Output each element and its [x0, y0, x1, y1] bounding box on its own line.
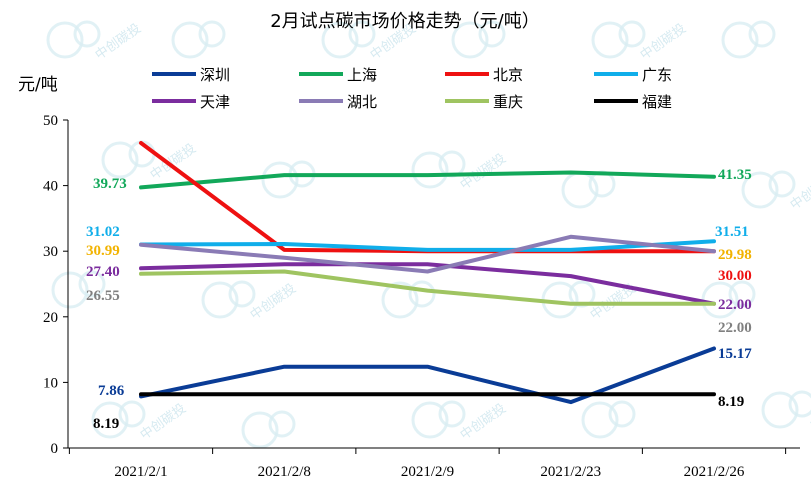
- x-tick-label: 2021/2/9: [401, 464, 454, 480]
- watermark-circle: [51, 271, 89, 309]
- legend-label: 上海: [347, 66, 377, 84]
- watermark-circle: [201, 281, 239, 319]
- watermark-circle: [321, 21, 359, 59]
- watermark-circle: [348, 20, 376, 48]
- watermark-text: 中创碳投: [247, 280, 299, 323]
- series-line: [139, 141, 716, 254]
- data-label: 22.00: [718, 297, 752, 313]
- watermark-circle: [261, 161, 299, 199]
- legend-label: 北京: [493, 66, 523, 84]
- x-tick-label: 2021/2/8: [258, 464, 311, 480]
- watermark-circle: [728, 280, 756, 308]
- series-lines: [139, 141, 716, 405]
- watermark-circle: [721, 21, 759, 59]
- y-tick-label: 10: [43, 375, 58, 391]
- series-line: [139, 170, 716, 190]
- watermark-circle: [101, 141, 139, 179]
- y-tick-label: 0: [51, 441, 59, 457]
- data-label: 22.00: [718, 320, 752, 336]
- y-tick-label: 20: [43, 310, 58, 326]
- series-line: [139, 346, 716, 405]
- y-tick-label: 40: [43, 179, 58, 195]
- watermark-circle: [451, 21, 489, 59]
- watermark-circle: [73, 20, 101, 48]
- data-label: 30.00: [718, 268, 752, 284]
- x-axis: 2021/2/1 2021/2/8 2021/2/9 2021/2/23 2021/2/…: [68, 447, 800, 480]
- watermark-text: 中创碳投: [137, 400, 189, 443]
- watermark-circle: [788, 390, 811, 418]
- data-label: 31.51: [715, 224, 749, 240]
- watermark-circle: [568, 280, 596, 308]
- watermark-circle: [198, 20, 226, 48]
- watermark-circle: [381, 281, 419, 319]
- data-label: 7.86: [98, 383, 125, 399]
- watermark-circle: [608, 400, 636, 428]
- chart-title: 2月试点碳市场价格走势（元/吨）: [270, 11, 540, 32]
- y-tick-label: 30: [43, 244, 58, 260]
- watermark-circle: [438, 400, 466, 428]
- legend-label: 天津: [200, 93, 230, 111]
- legend-label: 湖北: [347, 93, 377, 111]
- legend-label: 深圳: [200, 66, 230, 84]
- data-label: 8.19: [718, 394, 744, 410]
- y-axis-unit-label: 元/吨: [18, 75, 58, 95]
- legend-label: 广东: [642, 66, 672, 84]
- data-label: 15.17: [718, 346, 752, 362]
- watermark-circle: [408, 280, 436, 308]
- series-line: [139, 262, 716, 306]
- data-label: 39.73: [93, 176, 127, 192]
- watermark-circle: [46, 21, 84, 59]
- watermark-circle: [761, 391, 799, 429]
- watermark-text: 中创碳投: [637, 20, 689, 63]
- watermark-circle: [438, 150, 466, 178]
- watermark-circle: [228, 280, 256, 308]
- watermark-circle: [241, 411, 279, 449]
- watermark-text: 中创碳投: [457, 400, 509, 443]
- y-tick-label: 50: [43, 113, 58, 129]
- watermark-circle: [268, 410, 296, 438]
- x-tick-label: 2021/2/1: [114, 464, 167, 480]
- watermark-circle: [411, 151, 449, 189]
- watermark-circle: [91, 401, 129, 439]
- watermark-circle: [748, 20, 776, 48]
- watermark-circle: [118, 400, 146, 428]
- series-line: [139, 239, 716, 252]
- data-label: 29.98: [718, 247, 752, 263]
- watermark-circle: [618, 20, 646, 48]
- watermark-circle: [78, 270, 106, 298]
- data-label: 27.40: [86, 264, 120, 280]
- watermark-circle: [591, 21, 629, 59]
- data-label: 41.35: [718, 167, 752, 183]
- watermark-circle: [411, 401, 449, 439]
- data-label: 30.99: [86, 243, 120, 259]
- watermark-circle: [478, 20, 506, 48]
- watermark-circle: [171, 21, 209, 59]
- data-label: 31.02: [86, 224, 120, 240]
- legend-label: 福建: [642, 93, 672, 111]
- watermark-circle: [768, 170, 796, 198]
- legend-label: 重庆: [493, 93, 523, 111]
- x-tick-label: 2021/2/26: [684, 464, 745, 480]
- series-line: [139, 234, 716, 274]
- watermark-circle: [741, 171, 779, 209]
- watermark-text: 中创碳投: [92, 20, 144, 63]
- data-labels: 39.73 31.02 30.99 27.40 26.55 7.86 8.19 41.35 31…: [86, 167, 752, 432]
- watermark-circle: [581, 401, 619, 439]
- y-axis: 0 10 20 30 40 50: [43, 113, 69, 457]
- watermark-text: 中创碳投: [147, 140, 199, 183]
- data-label: 26.55: [86, 288, 120, 304]
- data-label: 8.19: [93, 416, 119, 432]
- x-tick-label: 2021/2/23: [540, 464, 601, 480]
- series-line: [139, 269, 716, 306]
